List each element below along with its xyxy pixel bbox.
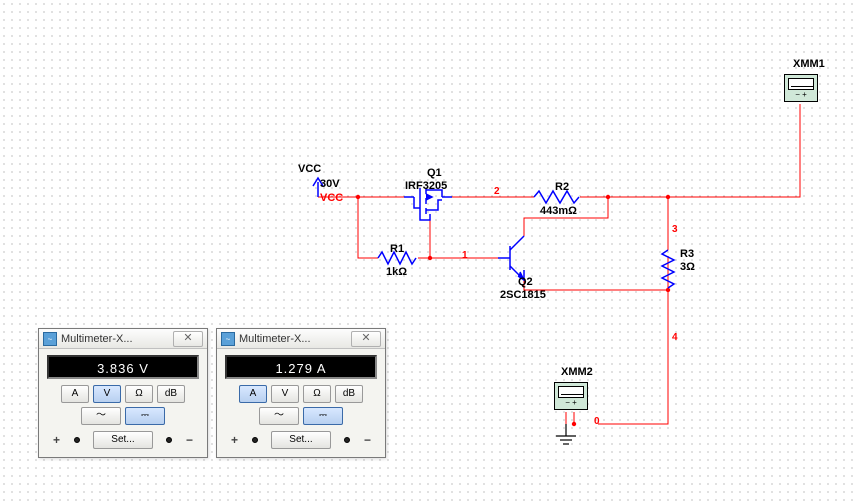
plus-terminal: + [231,433,238,447]
plus-dot [252,437,258,443]
q2-ref: Q2 [518,276,533,288]
dc-button[interactable]: ⎓ [303,407,343,425]
mode-row: A V Ω dB [225,385,377,403]
terminals: + Set... − [47,431,199,449]
net-0: 0 [594,416,600,427]
plus-dot [74,437,80,443]
q1-part: IRF3205 [405,180,447,192]
mode-v-button[interactable]: V [93,385,121,403]
mode-ohm-button[interactable]: Ω [303,385,331,403]
set-button[interactable]: Set... [271,431,331,449]
mode-a-button[interactable]: A [239,385,267,403]
ground-symbol [556,424,576,444]
r2-value: 443mΩ [540,205,577,217]
mode-ohm-button[interactable]: Ω [125,385,153,403]
wave-row: 〜 ⎓ [225,407,377,425]
close-icon[interactable]: ✕ [173,331,203,347]
vcc-value-label: 30V [320,178,340,190]
vcc-tag: VCC [320,192,343,204]
net-3: 3 [672,224,678,235]
xmm1-label: XMM1 [793,58,825,70]
ac-button[interactable]: 〜 [259,407,299,425]
xmm2-instrument[interactable] [554,382,588,410]
title-text: Multimeter-X... [61,333,173,345]
dc-button[interactable]: ⎓ [125,407,165,425]
minus-terminal: − [186,433,193,447]
app-icon: ~ [221,332,235,346]
set-button[interactable]: Set... [93,431,153,449]
wave-row: 〜 ⎓ [47,407,199,425]
mode-v-button[interactable]: V [271,385,299,403]
terminals: + Set... − [225,431,377,449]
net-4: 4 [672,332,678,343]
multimeter-panel-left[interactable]: ~ Multimeter-X... ✕ 3.836 V A V Ω dB 〜 ⎓… [38,328,208,458]
minus-dot [344,437,350,443]
junctions [356,195,670,426]
ac-button[interactable]: 〜 [81,407,121,425]
q1-ref: Q1 [427,167,442,179]
q1-symbol [404,188,452,220]
q2-part: 2SC1815 [500,289,546,301]
r1-ref: R1 [390,243,404,255]
multimeter-panel-right[interactable]: ~ Multimeter-X... ✕ 1.279 A A V Ω dB 〜 ⎓… [216,328,386,458]
xmm1-instrument[interactable] [784,74,818,102]
minus-terminal: − [364,433,371,447]
r1-value: 1kΩ [386,266,407,278]
mode-a-button[interactable]: A [61,385,89,403]
titlebar[interactable]: ~ Multimeter-X... ✕ [217,329,385,349]
minus-dot [166,437,172,443]
net-1: 1 [462,250,468,261]
plus-terminal: + [53,433,60,447]
r2-ref: R2 [555,181,569,193]
titlebar[interactable]: ~ Multimeter-X... ✕ [39,329,207,349]
xmm2-label: XMM2 [561,366,593,378]
r3-value: 3Ω [680,261,695,273]
vcc-name-label: VCC [298,163,321,175]
title-text: Multimeter-X... [239,333,351,345]
app-icon: ~ [43,332,57,346]
close-icon[interactable]: ✕ [351,331,381,347]
reading-display: 1.279 A [225,355,377,379]
mode-row: A V Ω dB [47,385,199,403]
q2-symbol [498,236,524,280]
mode-db-button[interactable]: dB [157,385,185,403]
wires [318,104,800,424]
net-2: 2 [494,186,500,197]
reading-display: 3.836 V [47,355,199,379]
mode-db-button[interactable]: dB [335,385,363,403]
r3-ref: R3 [680,248,694,260]
